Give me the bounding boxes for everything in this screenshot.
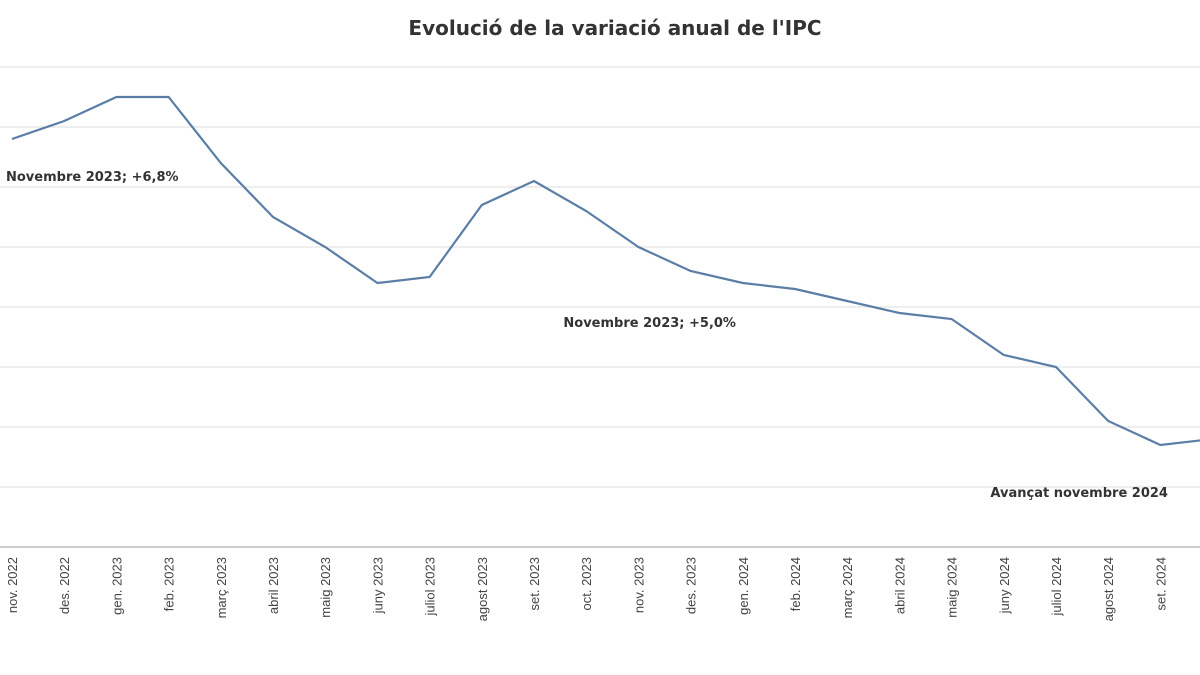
annotations: Novembre 2023; +6,8% Novembre 2023; +5,0%… [6,170,1168,501]
x-tick-label: feb. 2023 [162,557,177,611]
x-tick-label: feb. 2024 [788,557,803,611]
x-tick-label: oct. 2023 [579,557,594,611]
x-tick-label: juliol 2023 [423,557,438,617]
series-points [11,96,1161,446]
series-line [11,95,1200,447]
x-tick-label: abril 2024 [892,557,907,614]
x-tick-label: nov. 2023 [631,557,646,613]
x-tick-label: agost 2023 [475,557,490,621]
chart-title: Evolució de la variació anual de l'IPC [408,16,821,40]
x-tick-label: març 2024 [840,557,855,618]
x-tick-label: maig 2024 [945,557,960,618]
x-tick-label: maig 2023 [318,557,333,618]
x-tick-label: juny 2023 [370,557,385,614]
x-tick-label: set. 2023 [527,557,542,611]
x-tick-label: juliol 2024 [1049,557,1064,617]
data-annotation: Novembre 2023; +6,8% [6,170,179,185]
gridlines [0,66,1200,548]
x-tick-label: nov. 2022 [5,557,20,613]
data-annotation: Novembre 2023; +5,0% [563,316,736,331]
x-tick-label: abril 2023 [266,557,281,614]
x-tick-label: juny 2024 [997,557,1012,614]
x-tick-label: agost 2024 [1101,557,1116,621]
x-tick-label: gen. 2024 [736,557,751,615]
x-tick-label: des. 2023 [684,557,699,614]
x-tick-label: març 2023 [214,557,229,618]
x-tick-label: des. 2022 [57,557,72,614]
data-annotation: Avançat novembre 2024 [990,486,1168,501]
x-tick-label: set. 2024 [1153,557,1168,611]
x-tick-label: gen. 2023 [109,557,124,615]
x-axis-ticks: nov. 2022 des. 2022 gen. 2023 feb. 2023 març… [5,557,1168,621]
